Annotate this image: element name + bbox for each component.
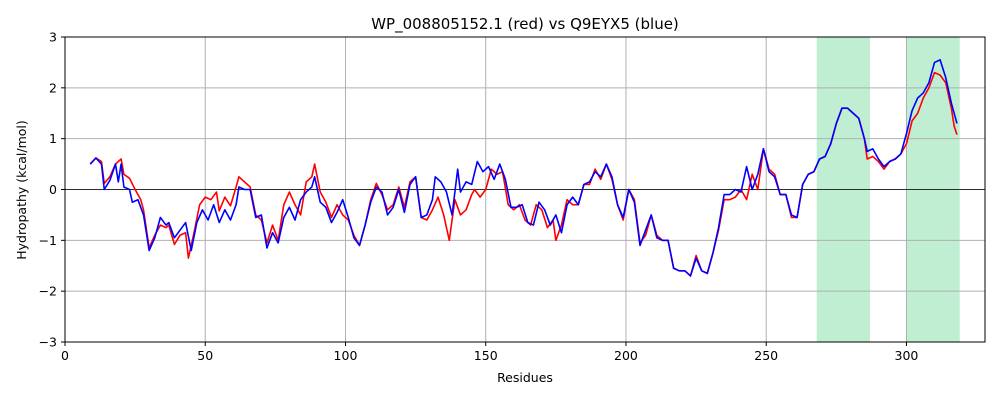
y-tick-label: 2 — [49, 80, 57, 95]
x-tick-label: 100 — [334, 348, 358, 363]
y-tick-label: −3 — [39, 335, 57, 350]
y-tick-label: −1 — [39, 233, 57, 248]
x-tick-label: 300 — [895, 348, 919, 363]
y-tick-label: 3 — [49, 30, 57, 45]
chart-title: WP_008805152.1 (red) vs Q9EYX5 (blue) — [371, 15, 679, 34]
x-tick-label: 0 — [61, 348, 69, 363]
y-tick-label: 0 — [49, 182, 57, 197]
x-tick-label: 50 — [197, 348, 213, 363]
y-tick-label: 1 — [49, 131, 57, 146]
x-axis-label: Residues — [497, 370, 553, 385]
x-tick-label: 250 — [754, 348, 778, 363]
x-tick-label: 150 — [474, 348, 498, 363]
plot-area: 0 50 100 150 200 250 300 −3 −2 −1 0 1 2 3 — [39, 30, 986, 363]
series-line-2 — [89, 59, 958, 277]
y-tick-label: −2 — [39, 284, 57, 299]
y-axis-label: Hydropathy (kcal/mol) — [14, 120, 29, 260]
x-tick-label: 200 — [614, 348, 638, 363]
